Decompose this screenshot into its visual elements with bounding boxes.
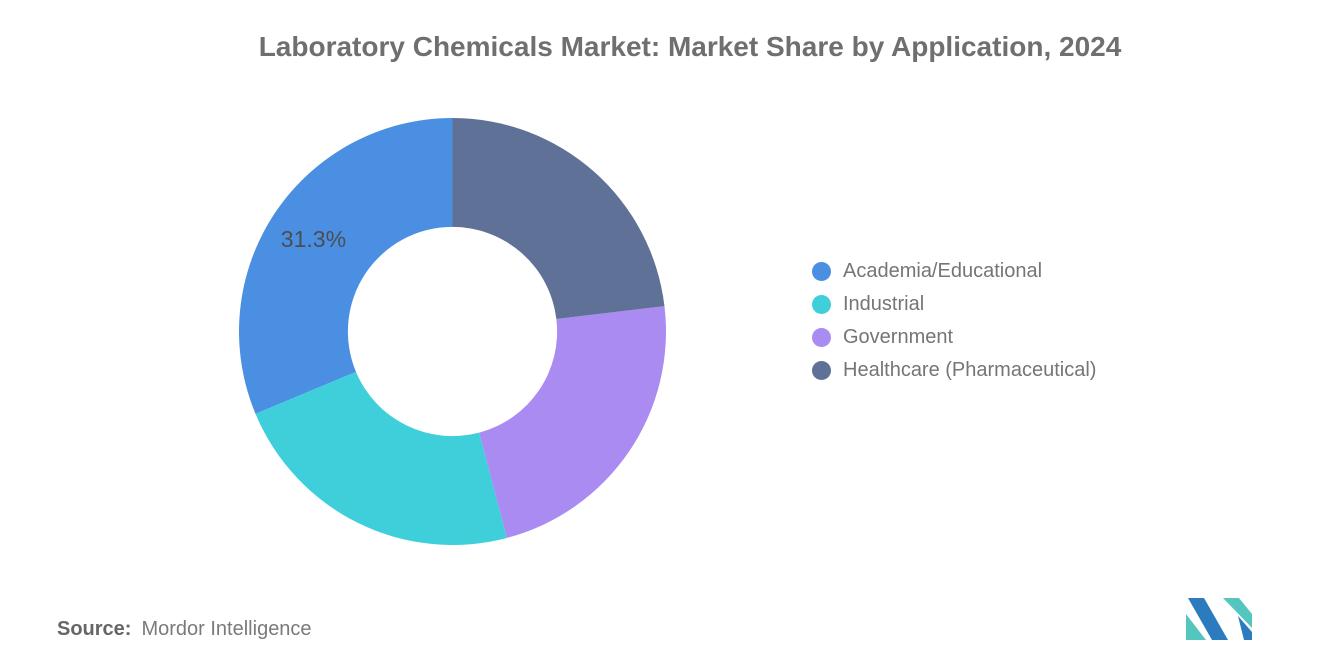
mordor-intelligence-logo — [1186, 598, 1252, 640]
logo-right-teal-band — [1223, 598, 1252, 628]
logo-left-teal-triangle — [1186, 614, 1206, 640]
legend-swatch-icon — [812, 328, 831, 347]
donut-slice-government — [479, 306, 666, 538]
legend-label: Healthcare (Pharmaceutical) — [843, 359, 1097, 381]
donut-slice-academia-educational — [239, 118, 453, 414]
donut-chart: 31.3% — [239, 118, 666, 545]
source-value: Mordor Intelligence — [141, 618, 312, 640]
slice-data-label: 31.3% — [281, 226, 346, 252]
legend-label: Industrial — [843, 293, 925, 315]
legend-label: Academia/Educational — [843, 260, 1043, 282]
logo-right-blue-triangle — [1238, 616, 1252, 640]
legend-swatch-icon — [812, 361, 831, 380]
chart-title: Laboratory Chemicals Market: Market Shar… — [258, 31, 1122, 62]
donut-slice-healthcare-pharmaceutical — [452, 118, 665, 320]
donut-slice-industrial — [255, 371, 507, 545]
logo-left-blue-band — [1188, 598, 1228, 640]
legend-item-industrial: Industrial — [812, 288, 1096, 321]
chart-legend: Academia/Educational Industrial Government… — [812, 255, 1096, 387]
legend-item-healthcare-pharmaceutical: Healthcare (Pharmaceutical) — [812, 354, 1096, 387]
legend-item-academia-educational: Academia/Educational — [812, 255, 1096, 288]
legend-label: Government — [843, 326, 954, 348]
source-label: Source: — [57, 618, 132, 640]
source-note: Source: Mordor Intelligence — [57, 618, 312, 641]
legend-swatch-icon — [812, 262, 831, 281]
legend-item-government: Government — [812, 321, 1096, 354]
legend-swatch-icon — [812, 295, 831, 314]
